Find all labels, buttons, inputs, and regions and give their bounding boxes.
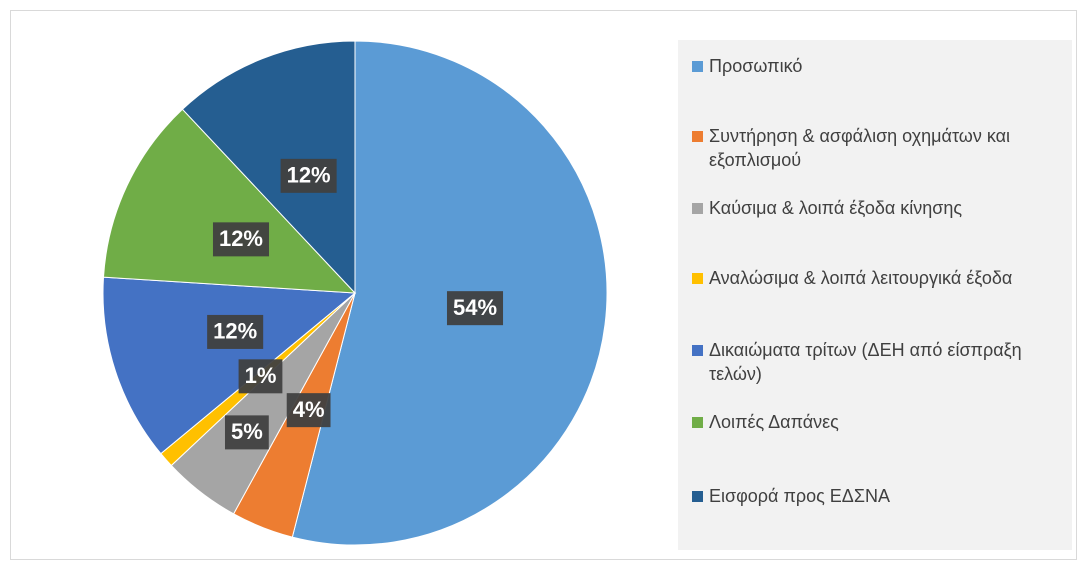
chart-border [10,10,1077,560]
data-label-box [286,393,331,428]
pie-slice [102,276,357,455]
data-label-text: 54% [453,295,497,320]
legend-item: Συντήρηση & ασφάλιση οχημάτων και εξοπλι… [692,124,1062,172]
data-label-text: 12% [213,319,257,344]
data-label-text: 12% [219,226,263,251]
legend-swatch [692,131,703,142]
data-label-box [238,359,283,394]
legend-label: Λοιπές Δαπάνες [709,412,839,432]
legend-swatch [692,61,703,72]
legend: Προσωπικό Συντήρηση & ασφάλιση οχημάτων κ… [678,40,1072,550]
legend-swatch [692,203,703,214]
pie-slice [181,40,356,295]
data-label-text: 12% [287,163,331,188]
legend-swatch [692,345,703,356]
legend-label: Δικαιώματα τρίτων (ΔΕΗ από είσπραξη τελώ… [709,340,1022,384]
legend-label: Προσωπικό [709,56,803,76]
legend-item: Λοιπές Δαπάνες [692,410,1062,434]
legend-item: Καύσιμα & λοιπά έξοδα κίνησης [692,196,1062,220]
data-label: 54% [446,291,504,326]
data-label-box [446,291,504,326]
data-label-box [280,158,337,193]
data-label: 1% [238,359,283,394]
legend-label: Αναλώσιμα & λοιπά λειτουργικά έξοδα [709,268,1013,288]
legend-swatch [692,417,703,428]
data-label: 12% [280,158,337,193]
legend-label: Εισφορά προς ΕΔΣΝΑ [709,486,890,506]
legend-item: Εισφορά προς ΕΔΣΝΑ [692,484,1062,508]
data-label: 12% [212,222,270,257]
pie-slice [102,108,357,294]
data-label: 4% [286,393,331,428]
legend-label: Καύσιμα & λοιπά έξοδα κίνησης [709,198,963,218]
data-label-text: 5% [231,419,263,444]
data-label-text: 1% [245,363,277,388]
data-label: 5% [224,415,269,450]
legend-item: Δικαιώματα τρίτων (ΔΕΗ από είσπραξη τελώ… [692,338,1062,386]
legend-item: Προσωπικό [692,54,1062,78]
legend-item: Αναλώσιμα & λοιπά λειτουργικά έξοδα [692,266,1062,290]
data-label-box [207,314,264,349]
legend-swatch [692,491,703,502]
legend-swatch [692,273,703,284]
data-label-box [224,415,269,450]
data-label: 12% [207,314,264,349]
data-label-box [212,222,270,257]
data-label-text: 4% [293,397,325,422]
legend-label: Συντήρηση & ασφάλιση οχημάτων και εξοπλι… [709,126,1011,170]
